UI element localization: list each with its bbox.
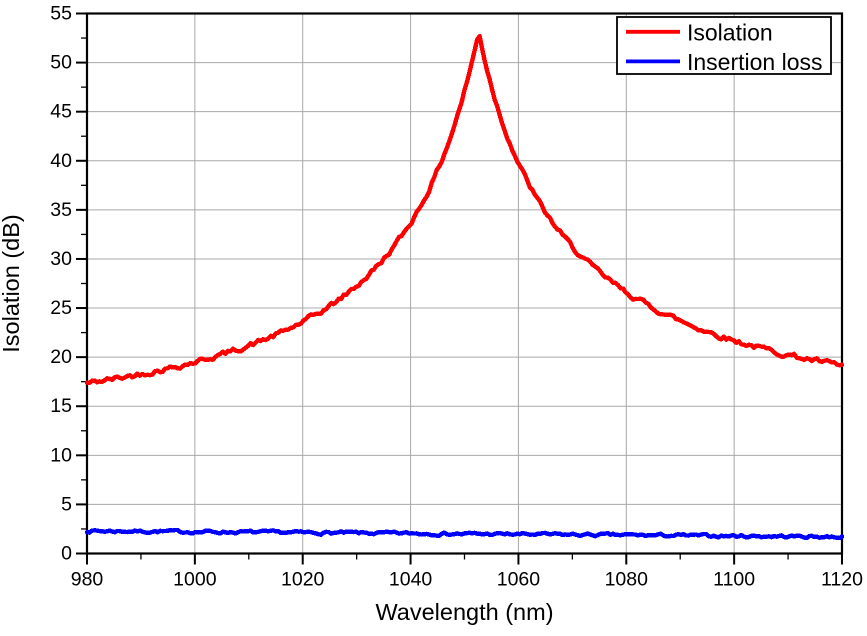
svg-text:55: 55: [50, 3, 72, 25]
svg-text:0: 0: [61, 543, 72, 565]
svg-text:1120: 1120: [821, 569, 863, 591]
svg-text:Isolation: Isolation: [687, 20, 773, 46]
svg-text:Isolation (dB): Isolation (dB): [0, 214, 24, 352]
svg-text:20: 20: [50, 346, 72, 368]
svg-text:35: 35: [50, 199, 72, 221]
svg-text:10: 10: [50, 444, 72, 466]
svg-text:45: 45: [50, 101, 72, 123]
svg-text:1060: 1060: [497, 569, 541, 591]
svg-text:1000: 1000: [173, 569, 217, 591]
svg-text:30: 30: [50, 248, 72, 270]
svg-text:980: 980: [71, 569, 104, 591]
svg-text:Insertion loss: Insertion loss: [687, 49, 823, 75]
svg-text:50: 50: [50, 52, 72, 74]
svg-text:25: 25: [50, 297, 72, 319]
svg-text:5: 5: [61, 493, 72, 515]
svg-text:Wavelength (nm): Wavelength (nm): [375, 599, 553, 625]
svg-text:1100: 1100: [713, 569, 755, 591]
svg-text:15: 15: [50, 395, 72, 417]
svg-text:1080: 1080: [605, 569, 649, 591]
svg-text:1040: 1040: [389, 569, 433, 591]
svg-text:1020: 1020: [281, 569, 325, 591]
svg-text:40: 40: [50, 150, 72, 172]
